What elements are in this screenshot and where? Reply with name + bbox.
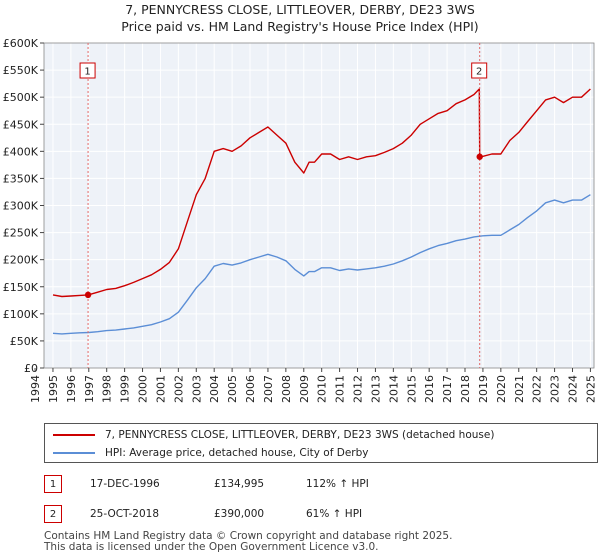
footer: Contains HM Land Registry data © Crown c… [44,531,452,553]
y-tick-label: £50K [10,335,39,348]
x-tick-label: 2019 [477,375,490,403]
y-tick-label: £0 [24,362,38,375]
chart-subtitle: Price paid vs. HM Land Registry's House … [121,19,479,34]
x-tick-label: 1995 [47,375,60,403]
x-tick-label: 2004 [208,375,221,403]
x-tick-label: 2017 [441,375,454,403]
sale-point [84,291,92,299]
x-tick-label: 2000 [137,375,150,403]
y-tick-label: £200K [3,254,39,267]
legend-item-property: 7, PENNYCRESS CLOSE, LITTLEOVER, DERBY, … [53,427,494,443]
x-tick-label: 1996 [65,375,78,403]
x-tick-label: 2012 [352,375,365,403]
legend-label-property: 7, PENNYCRESS CLOSE, LITTLEOVER, DERBY, … [105,429,495,441]
footer-copyright: Contains HM Land Registry data © Crown c… [44,530,453,542]
x-tick-label: 2002 [172,375,185,403]
y-tick-label: £350K [3,172,39,185]
x-axis: 1994 1995 1996 1997 1998 1999 2000 2001 2002 2003… [29,368,597,403]
x-tick-label: 2023 [549,375,562,403]
y-tick-label: £600K [3,37,39,50]
x-tick-label: 1997 [83,375,96,403]
x-tick-label: 2003 [190,375,203,403]
legend-swatch-property [53,434,95,436]
chart-title: 7, PENNYCRESS CLOSE, LITTLEOVER, DERBY, … [125,2,475,17]
x-tick-label: 2001 [154,375,167,403]
x-tick-label: 2018 [459,375,472,403]
x-tick-label: 2016 [423,375,436,403]
y-tick-label: £450K [3,118,39,131]
sale-number-badge: 1 [44,475,62,493]
legend-item-hpi: HPI: Average price, detached house, City… [53,445,368,461]
x-tick-label: 2009 [298,375,311,403]
x-tick-label: 2010 [316,375,329,403]
sale-date: 17-DEC-1996 [90,478,160,490]
sale-price: £390,000 [214,508,265,520]
x-tick-label: 1994 [29,375,42,403]
x-tick-label: 2022 [531,375,544,403]
sale-label-text: 2 [476,67,482,78]
x-tick-label: 2011 [334,375,347,403]
x-tick-label: 2007 [262,375,275,403]
y-tick-label: £500K [3,91,39,104]
x-tick-label: 2008 [280,375,293,403]
y-tick-label: £550K [3,64,39,77]
x-tick-label: 2015 [405,375,418,403]
y-tick-label: £400K [3,145,39,158]
sale-row: 2 25-OCT-2018 £390,000 61% ↑ HPI [44,505,600,527]
x-tick-label: 2024 [567,375,580,403]
price-chart: £0 £50K £100K £150K £200K £250K £300K £350K £400… [3,37,598,403]
sale-number-badge: 2 [44,505,62,523]
x-tick-label: 2014 [387,375,400,403]
x-tick-label: 2025 [584,375,597,403]
sale-date: 25-OCT-2018 [90,508,159,520]
x-tick-label: 2005 [226,375,239,403]
y-tick-label: £250K [3,227,39,240]
sale-hpi-change: 61% ↑ HPI [306,508,363,520]
footer-license: This data is licensed under the Open Gov… [44,541,379,553]
series [52,88,591,335]
sale-label-text: 1 [84,67,90,78]
series-line [52,88,591,298]
y-tick-label: £100K [3,308,39,321]
sale-label-box [471,62,488,79]
x-tick-label: 2006 [244,375,257,403]
sale-point [476,153,483,160]
sale-price: £134,995 [214,478,265,490]
legend: 7, PENNYCRESS CLOSE, LITTLEOVER, DERBY, … [44,423,598,463]
x-tick-label: 1999 [119,375,132,403]
y-tick-label: £150K [3,281,39,294]
legend-label-hpi: HPI: Average price, detached house, City… [105,447,369,459]
x-tick-label: 2013 [369,375,382,403]
x-tick-label: 1998 [101,375,114,403]
legend-swatch-hpi [53,452,95,454]
y-axis: £0 £50K £100K £150K £200K £250K £300K £350K £400… [3,37,44,375]
sale-label-box [79,62,96,79]
y-tick-label: £300K [3,200,39,213]
x-tick-label: 2021 [513,375,526,403]
sale-row: 1 17-DEC-1996 £134,995 112% ↑ HPI [44,475,600,497]
x-tick-label: 2020 [495,375,508,403]
sale-hpi-change: 112% ↑ HPI [306,478,369,490]
series-line [52,194,591,335]
